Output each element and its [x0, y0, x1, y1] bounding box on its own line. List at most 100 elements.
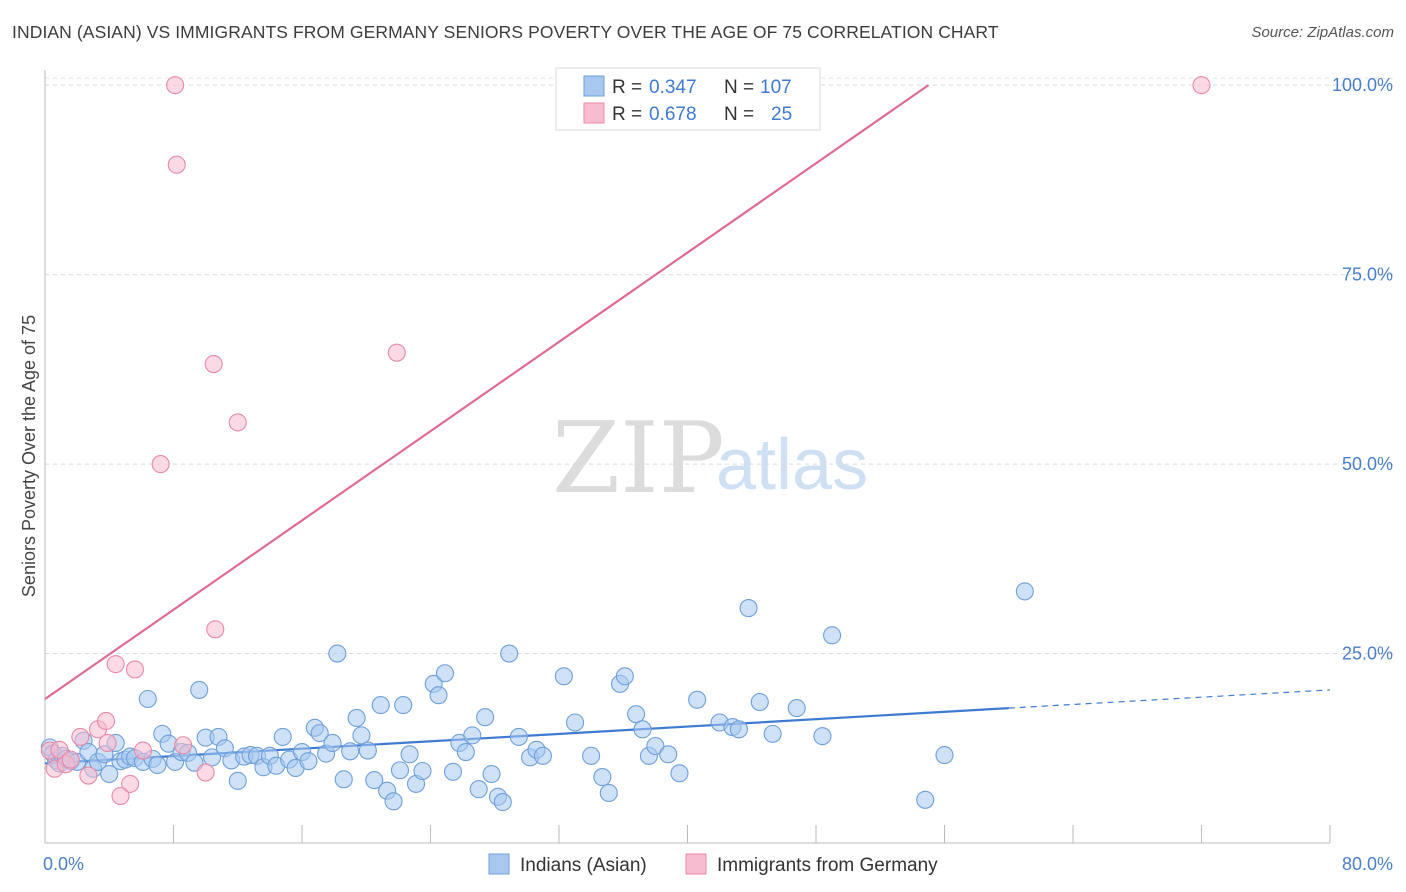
point-indian	[916, 790, 935, 809]
point-indian	[138, 689, 157, 709]
point-indian	[328, 644, 347, 663]
point-indian	[554, 667, 573, 686]
watermark-zip: ZIP	[552, 402, 725, 516]
point-indian	[400, 745, 419, 764]
point-indian	[633, 720, 652, 739]
point-indian	[323, 733, 342, 753]
point-indian	[456, 743, 475, 762]
y-tick-label: 100.0%	[1332, 75, 1393, 95]
point-indian	[299, 752, 318, 771]
point-indian	[813, 727, 832, 746]
point-germany	[167, 155, 186, 174]
point-indian	[394, 696, 413, 715]
point-indian	[341, 742, 360, 761]
point-indian	[190, 680, 209, 699]
point-indian	[413, 761, 432, 781]
point-indian	[384, 792, 403, 811]
point-indian	[365, 771, 384, 790]
legend: R = 0.347 N = 107 R = 0.678 N = 25	[555, 67, 821, 131]
point-indian	[435, 664, 455, 683]
legend-r-value-indian: 0.347	[649, 77, 697, 98]
point-indian	[566, 713, 585, 732]
legend-n-value-germany: 25	[771, 104, 792, 125]
point-germany	[71, 727, 90, 746]
point-indian	[615, 667, 634, 686]
point-germany	[121, 774, 140, 793]
legend-n-label-germany: N =	[724, 104, 754, 125]
point-indian	[593, 768, 612, 787]
point-indian	[823, 626, 842, 645]
point-indian	[729, 720, 748, 739]
point-indian	[371, 696, 390, 715]
y-tick-labels: 25.0% 50.0% 75.0% 100.0%	[1332, 75, 1393, 663]
point-indian	[352, 726, 371, 745]
point-indian	[390, 761, 410, 780]
point-indian	[334, 770, 353, 789]
point-indian	[358, 741, 377, 760]
point-germany	[106, 655, 125, 674]
point-indian	[310, 724, 329, 743]
grid-lines	[45, 77, 1394, 655]
chart-title: INDIAN (ASIAN) VS IMMIGRANTS FROM GERMAN…	[12, 22, 999, 42]
bottom-legend: Indians (Asian) Immigrants from Germany	[488, 853, 938, 876]
point-germany	[228, 413, 247, 432]
legend-n-label-indian: N =	[724, 77, 754, 98]
point-indian	[787, 699, 806, 718]
bottom-legend-label-indian: Indians (Asian)	[520, 855, 647, 876]
point-germany	[174, 736, 193, 755]
y-axis-label: Seniors Poverty Over the Age of 75	[19, 315, 39, 597]
x-tick-label: 0.0%	[43, 854, 84, 874]
x-tick-labels: 0.0% 80.0%	[43, 854, 1393, 874]
point-germany	[133, 741, 153, 760]
point-indian	[627, 705, 646, 724]
point-germany	[204, 354, 223, 374]
x-tick-label: 80.0%	[1342, 854, 1393, 874]
point-indian	[935, 746, 954, 765]
legend-r-label-germany: R =	[612, 104, 642, 125]
trend-line-germany	[44, 84, 930, 700]
bottom-legend-swatch-indian	[488, 853, 510, 875]
point-indian	[646, 736, 665, 756]
point-germany	[196, 763, 215, 782]
watermark-atlas: atlas	[716, 425, 868, 505]
point-germany	[111, 786, 130, 806]
trend-line-indian-extension	[1008, 689, 1331, 709]
legend-r-value-germany: 0.678	[649, 104, 697, 125]
point-indian	[443, 762, 463, 781]
y-tick-label: 50.0%	[1342, 454, 1393, 474]
point-germany	[166, 76, 185, 95]
point-germany	[98, 733, 117, 753]
point-indian	[429, 686, 448, 705]
point-indian	[750, 692, 769, 712]
point-germany	[206, 620, 225, 639]
point-indian	[533, 746, 552, 765]
legend-n-value-indian: 107	[760, 77, 792, 98]
axes	[44, 70, 1331, 844]
point-indian	[763, 724, 782, 743]
point-indian	[500, 644, 519, 663]
point-indian	[739, 599, 758, 618]
point-indian	[463, 726, 482, 745]
point-indian	[273, 727, 292, 746]
point-germany	[96, 711, 116, 731]
point-indian	[476, 708, 495, 727]
point-indian	[688, 690, 707, 709]
point-indian	[582, 746, 601, 765]
point-indian	[493, 793, 512, 812]
point-indian	[1015, 582, 1034, 601]
point-indian	[100, 764, 119, 784]
legend-swatch-indian	[583, 75, 605, 97]
data-points	[40, 76, 1211, 812]
point-germany	[79, 766, 98, 785]
bottom-legend-label-germany: Immigrants from Germany	[717, 855, 938, 876]
point-germany	[1192, 76, 1211, 95]
y-tick-label: 25.0%	[1342, 644, 1393, 664]
point-indian	[469, 780, 488, 799]
point-indian	[347, 708, 366, 728]
point-indian	[659, 745, 678, 764]
point-indian	[509, 727, 528, 746]
point-germany	[387, 343, 406, 362]
point-indian	[148, 755, 167, 774]
point-germany	[151, 455, 170, 474]
